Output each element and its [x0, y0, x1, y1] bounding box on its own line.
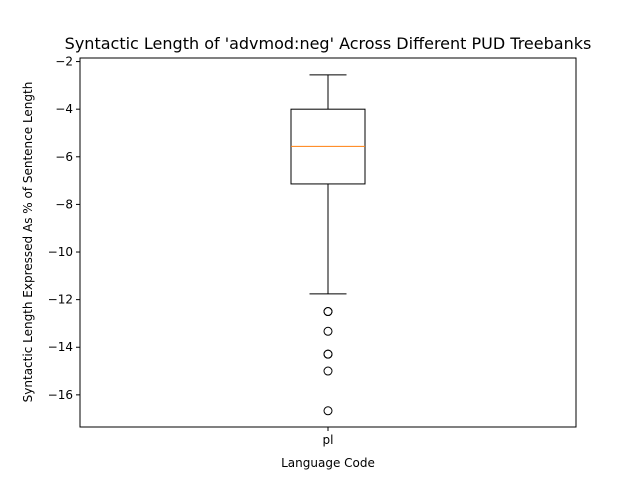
y-axis: −2 −4 −6 −8 −10 −12 −14 −16 — [48, 55, 80, 402]
y-tick-label: −12 — [48, 293, 73, 307]
y-tick-label: −2 — [55, 55, 73, 69]
outlier-point — [323, 366, 333, 376]
chart-title: Syntactic Length of 'advmod:neg' Across … — [65, 34, 592, 53]
x-tick-label: pl — [323, 433, 334, 447]
y-axis-label: Syntactic Length Expressed As % of Sente… — [21, 82, 35, 403]
y-tick-label: −4 — [55, 102, 73, 116]
y-tick-label: −10 — [48, 245, 73, 259]
x-axis-label: Language Code — [281, 456, 375, 470]
outlier-point — [323, 307, 333, 317]
y-tick-label: −16 — [48, 388, 73, 402]
outlier-point — [323, 349, 333, 359]
y-tick-label: −14 — [48, 340, 73, 354]
outlier-point — [323, 326, 333, 336]
y-tick-label: −6 — [55, 150, 73, 164]
x-axis: pl — [323, 427, 334, 447]
y-tick-label: −8 — [55, 197, 73, 211]
box-series — [290, 74, 366, 416]
outlier-point — [323, 406, 333, 416]
